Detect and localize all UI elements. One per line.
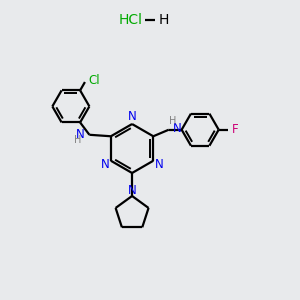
Text: H: H bbox=[74, 135, 82, 145]
Text: N: N bbox=[155, 158, 164, 171]
Text: HCl: HCl bbox=[118, 13, 142, 27]
Text: Cl: Cl bbox=[88, 74, 100, 87]
Text: N: N bbox=[128, 184, 136, 196]
Text: N: N bbox=[76, 128, 85, 141]
Text: H: H bbox=[158, 13, 169, 27]
Text: F: F bbox=[232, 123, 238, 136]
Text: N: N bbox=[173, 122, 182, 135]
Text: N: N bbox=[128, 110, 136, 123]
Text: N: N bbox=[100, 158, 109, 171]
Text: H: H bbox=[169, 116, 176, 126]
